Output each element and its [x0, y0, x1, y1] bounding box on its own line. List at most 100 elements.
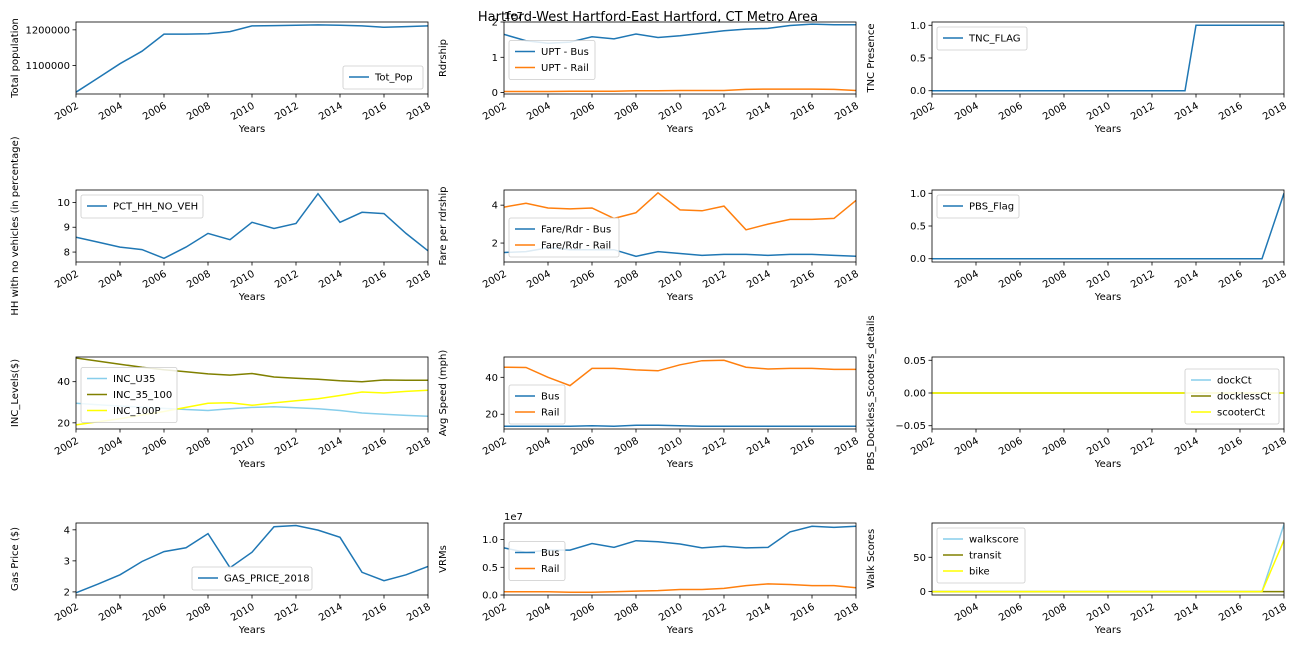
- y-tick-label: 0.0: [482, 591, 498, 602]
- legend: walkscore transit bike: [936, 527, 1026, 584]
- x-tick-label: 2006: [997, 101, 1025, 123]
- legend-label: Fare/Rdr - Bus: [541, 225, 611, 236]
- x-axis-label: Years: [238, 625, 265, 636]
- chart-fare: 2002 2004 2006 2008 2010 2012 2014 2016 2018 2 4 Ye…: [438, 186, 861, 303]
- y-tick-label: 40: [485, 373, 498, 384]
- x-tick-label: 2018: [405, 101, 433, 123]
- x-tick-label: 2014: [745, 436, 773, 458]
- legend-box: [1184, 368, 1280, 425]
- legend-label: GAS_PRICE_2018: [224, 574, 310, 585]
- x-tick-label: 2004: [97, 269, 125, 291]
- x-tick-label: 2002: [909, 101, 937, 123]
- legend-label: PCT_HH_NO_VEH: [113, 202, 198, 213]
- y-tick-label: −0.05: [895, 421, 926, 432]
- legend-label: TNC_FLAG: [968, 34, 1021, 45]
- y-tick-label: 1.0: [910, 21, 926, 32]
- x-tick-label: 2004: [525, 101, 553, 123]
- x-tick-label: 2004: [97, 436, 125, 458]
- x-tick-label: 2008: [185, 602, 213, 624]
- x-axis-label: Years: [238, 124, 265, 135]
- y-axis-label: Rdrship: [438, 39, 449, 77]
- legend: GAS_PRICE_2018: [191, 566, 313, 591]
- x-axis-label: Years: [666, 124, 693, 135]
- x-tick-label: 2008: [1041, 602, 1069, 624]
- legend: Fare/Rdr - Bus Fare/Rdr - Rail: [508, 217, 620, 258]
- legend: Tot_Pop: [342, 65, 424, 90]
- legend-label: UPT - Rail: [541, 63, 589, 74]
- x-tick-label: 2014: [317, 269, 345, 291]
- axis-offset-label: 1e7: [504, 11, 523, 22]
- x-tick-label: 2010: [229, 269, 257, 291]
- x-tick-label: 2010: [1085, 269, 1113, 291]
- x-tick-label: 2006: [997, 269, 1025, 291]
- y-tick-label: 1: [492, 53, 498, 64]
- x-tick-label: 2006: [141, 602, 169, 624]
- x-axis-label: Years: [666, 625, 693, 636]
- y-tick-label: 1.0: [910, 189, 926, 200]
- legend-label: INC_35_100: [113, 390, 172, 401]
- x-tick-label: 2012: [1129, 101, 1157, 123]
- y-axis-label: Total population: [10, 18, 21, 99]
- series-line-tot-pop: [76, 24, 428, 93]
- x-tick-label: 2012: [1129, 436, 1157, 458]
- x-tick-label: 2010: [229, 101, 257, 123]
- chart-tot_pop: 2002 2004 2006 2008 2010 2012 2014 2016 2018 1100…: [10, 18, 433, 135]
- x-tick-label: 2010: [1085, 436, 1113, 458]
- x-axis-label: Years: [666, 292, 693, 303]
- x-tick-label: 2008: [613, 602, 641, 624]
- x-tick-label: 2010: [657, 436, 685, 458]
- x-tick-label: 2006: [141, 101, 169, 123]
- x-tick-label: 2002: [909, 436, 937, 458]
- y-tick-label: 1100000: [25, 61, 70, 72]
- legend: Bus Rail: [508, 384, 566, 425]
- x-tick-label: 2006: [569, 436, 597, 458]
- x-tick-label: 2002: [53, 436, 81, 458]
- legend: INC_U35 INC_35_100 INC_100P: [80, 367, 178, 423]
- series-line-upt-rail: [504, 88, 856, 93]
- legend-label: Rail: [541, 564, 559, 575]
- x-tick-label: 2016: [1217, 101, 1245, 123]
- chart-walk: 2004 2006 2008 2010 2012 2014 2016 2018 0 50 Years…: [866, 522, 1289, 636]
- x-tick-label: 2018: [833, 602, 861, 624]
- y-axis-label: INC_Levels($): [10, 359, 21, 427]
- chart-pbs: 2004 2006 2008 2010 2012 2014 2016 2018 0.0 0.5 1.…: [910, 189, 1289, 303]
- legend-box: [508, 541, 566, 581]
- x-tick-label: 2014: [745, 602, 773, 624]
- legend-label: dockCt: [1217, 376, 1252, 387]
- x-tick-label: 2012: [1129, 602, 1157, 624]
- legend: PBS_Flag: [936, 194, 1020, 219]
- legend-label: bike: [969, 567, 990, 578]
- x-tick-label: 2018: [405, 436, 433, 458]
- legend-box: [936, 527, 1026, 584]
- x-tick-label: 2018: [405, 269, 433, 291]
- series-line-inc-35-100: [76, 357, 428, 383]
- series-line-bus: [504, 424, 856, 427]
- x-tick-label: 2016: [789, 436, 817, 458]
- x-tick-label: 2006: [997, 436, 1025, 458]
- y-tick-label: 20: [57, 418, 70, 429]
- series-line-rail: [504, 359, 856, 387]
- y-tick-label: 0.0: [910, 86, 926, 97]
- x-axis-label: Years: [1094, 292, 1121, 303]
- y-tick-label: 2: [492, 239, 498, 250]
- y-tick-label: 0.05: [904, 356, 926, 367]
- legend-label: Bus: [541, 548, 559, 559]
- x-tick-label: 2008: [185, 436, 213, 458]
- x-tick-label: 2006: [141, 269, 169, 291]
- y-tick-label: 0.5: [910, 222, 926, 233]
- y-axis-label: Gas Price ($): [10, 527, 21, 591]
- x-tick-label: 2016: [789, 101, 817, 123]
- x-tick-label: 2018: [1261, 269, 1289, 291]
- y-axis-label: VRMs: [438, 545, 449, 573]
- x-tick-label: 2004: [525, 436, 553, 458]
- series-line-tnc-flag: [932, 24, 1284, 92]
- x-tick-label: 2014: [745, 101, 773, 123]
- x-tick-label: 2016: [361, 101, 389, 123]
- x-tick-label: 2010: [1085, 602, 1113, 624]
- x-tick-label: 2004: [953, 436, 981, 458]
- y-tick-label: 0: [920, 587, 926, 598]
- x-tick-label: 2008: [1041, 269, 1069, 291]
- y-tick-label: 0.0: [910, 254, 926, 265]
- x-tick-label: 2018: [1261, 602, 1289, 624]
- y-tick-label: 20: [485, 410, 498, 421]
